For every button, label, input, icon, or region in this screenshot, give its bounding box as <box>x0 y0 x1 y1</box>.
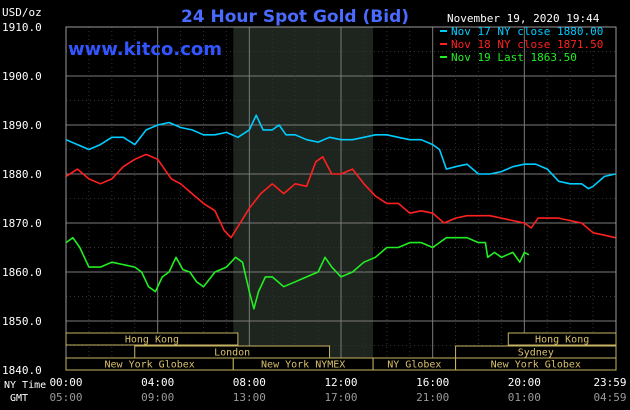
session-label: Sydney <box>518 348 554 359</box>
x-tick-gmt: 13:00 <box>233 391 266 404</box>
legend-entry: Nov 18 NY close 1871.50 <box>451 38 603 51</box>
unit-label: USD/oz <box>2 6 42 19</box>
session-label: New York Globex <box>491 360 581 371</box>
y-tick-label: 1870.0 <box>2 217 42 230</box>
price-series <box>65 114 616 310</box>
legend-entry: Nov 19 Last 1863.50 <box>451 51 577 64</box>
y-tick-label: 1890.0 <box>2 119 42 132</box>
x-tick-gmt: 17:00 <box>324 391 357 404</box>
y-tick-label: 1880.0 <box>2 168 42 181</box>
y-tick-label: 1910.0 <box>2 21 42 34</box>
session-label: Hong Kong <box>125 335 179 346</box>
y-tick-label: 1840.0 <box>2 364 42 377</box>
session-label: Hong Kong <box>535 335 589 346</box>
x-tick-gmt: 04:59 <box>593 391 626 404</box>
x-tick-ny: 20:00 <box>508 376 541 389</box>
x-tick-ny: 08:00 <box>233 376 266 389</box>
y-tick-label: 1860.0 <box>2 266 42 279</box>
session-label: New York NYMEX <box>261 360 345 371</box>
chart-title: 24 Hour Spot Gold (Bid) <box>181 7 409 27</box>
session-bar <box>507 332 617 346</box>
x-tick-gmt: 09:00 <box>141 391 174 404</box>
timestamp: November 19, 2020 19:44 <box>447 12 600 25</box>
session-bar <box>455 357 617 371</box>
y-tick-label: 1900.0 <box>2 70 42 83</box>
x-tick-ny: 23:59 <box>593 376 626 389</box>
x-tick-ny: 04:00 <box>141 376 174 389</box>
x-tick-gmt: 01:00 <box>508 391 541 404</box>
x-tick-ny: 12:00 <box>324 376 357 389</box>
series-line-1 <box>65 114 616 190</box>
x-tick-ny: 16:00 <box>416 376 449 389</box>
x-axis-ticks: 00:00 05:00 04:00 09:00 08:00 13:00 12:00 17:00… <box>49 376 626 404</box>
legend-entry: Nov 17 NY close 1880.00 <box>451 25 603 38</box>
y-axis-ticks: 1910.0 1900.0 1890.0 1880.0 1870.0 1860.0 1850… <box>2 21 42 377</box>
session-label: NY Globex <box>387 360 441 371</box>
y-tick-label: 1850.0 <box>2 315 42 328</box>
series-line-3 <box>65 236 530 310</box>
series-line-2 <box>65 153 616 239</box>
ny-time-label: NY Time <box>4 380 46 391</box>
x-tick-ny: 00:00 <box>49 376 82 389</box>
gmt-label: GMT <box>10 393 28 404</box>
session-bar <box>65 332 239 346</box>
kitco-watermark: www.kitco.com <box>68 39 222 60</box>
session-label: New York Globex <box>104 360 194 371</box>
x-tick-gmt: 21:00 <box>416 391 449 404</box>
session-label: London <box>214 348 250 359</box>
x-tick-gmt: 05:00 <box>49 391 82 404</box>
